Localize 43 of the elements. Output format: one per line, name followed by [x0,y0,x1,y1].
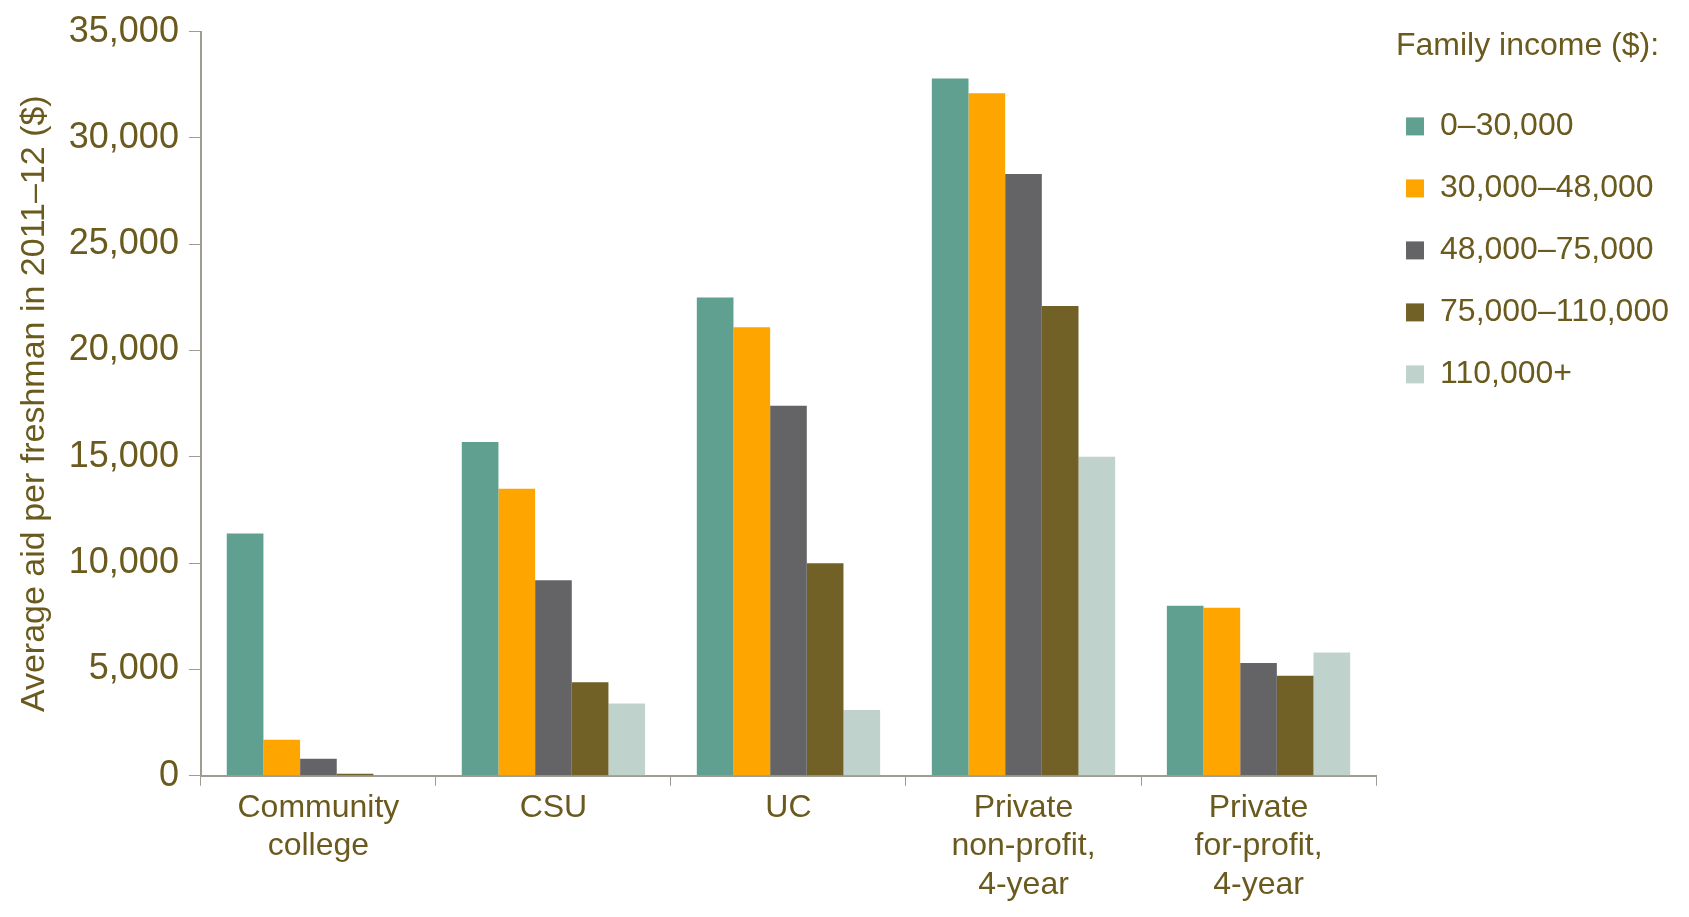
bar [498,488,536,776]
y-tick-label: 10,000 [68,540,179,582]
bar [300,758,337,776]
legend-title: Family income ($): [1395,25,1660,62]
y-tick-label: 20,000 [68,327,179,369]
x-tick-label: Private for-profit, 4-year [1194,787,1323,901]
legend-label: 48,000–75,000 [1440,230,1654,267]
x-tick-label: CSU [519,787,588,824]
y-tick-label: 30,000 [68,114,179,156]
bar [770,405,807,776]
bar [226,533,264,776]
bar [608,703,646,776]
x-tick-label: Private non-profit, 4-year [951,787,1096,901]
bar [571,682,609,776]
legend-label: 75,000–110,000 [1440,292,1669,329]
x-tick-label: UC [765,787,812,824]
legend-label: 30,000–48,000 [1440,168,1654,205]
y-tick-label: 15,000 [68,433,179,475]
bar [696,297,734,776]
bar [733,327,771,776]
bar [1078,456,1116,776]
bar [1240,663,1277,776]
y-tick-label: 0 [158,752,179,794]
x-tick-label: Community college [237,787,400,863]
legend-label: 0–30,000 [1440,106,1574,143]
bar [1166,605,1204,776]
y-axis-title: Average aid per freshman in 2011–12 ($) [12,95,51,713]
bar [461,441,499,776]
bar [263,739,301,776]
bar [968,93,1006,776]
bar [843,709,881,776]
legend-label: 110,000+ [1440,354,1573,391]
bar [1276,675,1314,776]
y-tick-label: 5,000 [88,646,179,688]
bar [535,580,572,776]
y-tick-label: 25,000 [68,221,179,263]
bar [806,563,844,776]
bar [1005,174,1042,776]
bar [931,78,969,776]
bar [1041,305,1079,776]
y-tick-label: 35,000 [68,8,179,50]
bar [1203,607,1241,776]
bar [1313,652,1351,776]
